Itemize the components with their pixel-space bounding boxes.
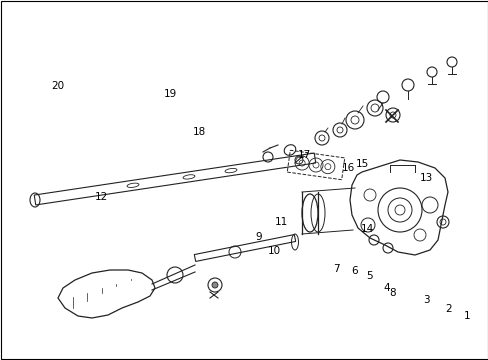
Text: 6: 6	[351, 266, 358, 276]
Text: 12: 12	[94, 192, 108, 202]
Circle shape	[212, 282, 218, 288]
Text: 20: 20	[51, 81, 64, 91]
Text: 3: 3	[423, 295, 429, 305]
Text: 19: 19	[163, 89, 177, 99]
Text: 5: 5	[366, 271, 372, 282]
Text: 13: 13	[419, 173, 432, 183]
Text: 9: 9	[254, 232, 261, 242]
Text: 4: 4	[382, 283, 389, 293]
Text: 15: 15	[355, 159, 369, 169]
Text: 2: 2	[445, 303, 451, 314]
Text: 7: 7	[332, 264, 339, 274]
Text: 14: 14	[360, 224, 374, 234]
Text: 1: 1	[463, 311, 469, 321]
Text: 17: 17	[297, 150, 310, 160]
Text: 16: 16	[341, 163, 354, 174]
Text: 8: 8	[388, 288, 395, 298]
Text: 18: 18	[192, 127, 206, 138]
Text: 10: 10	[268, 246, 281, 256]
Text: 11: 11	[274, 217, 287, 227]
